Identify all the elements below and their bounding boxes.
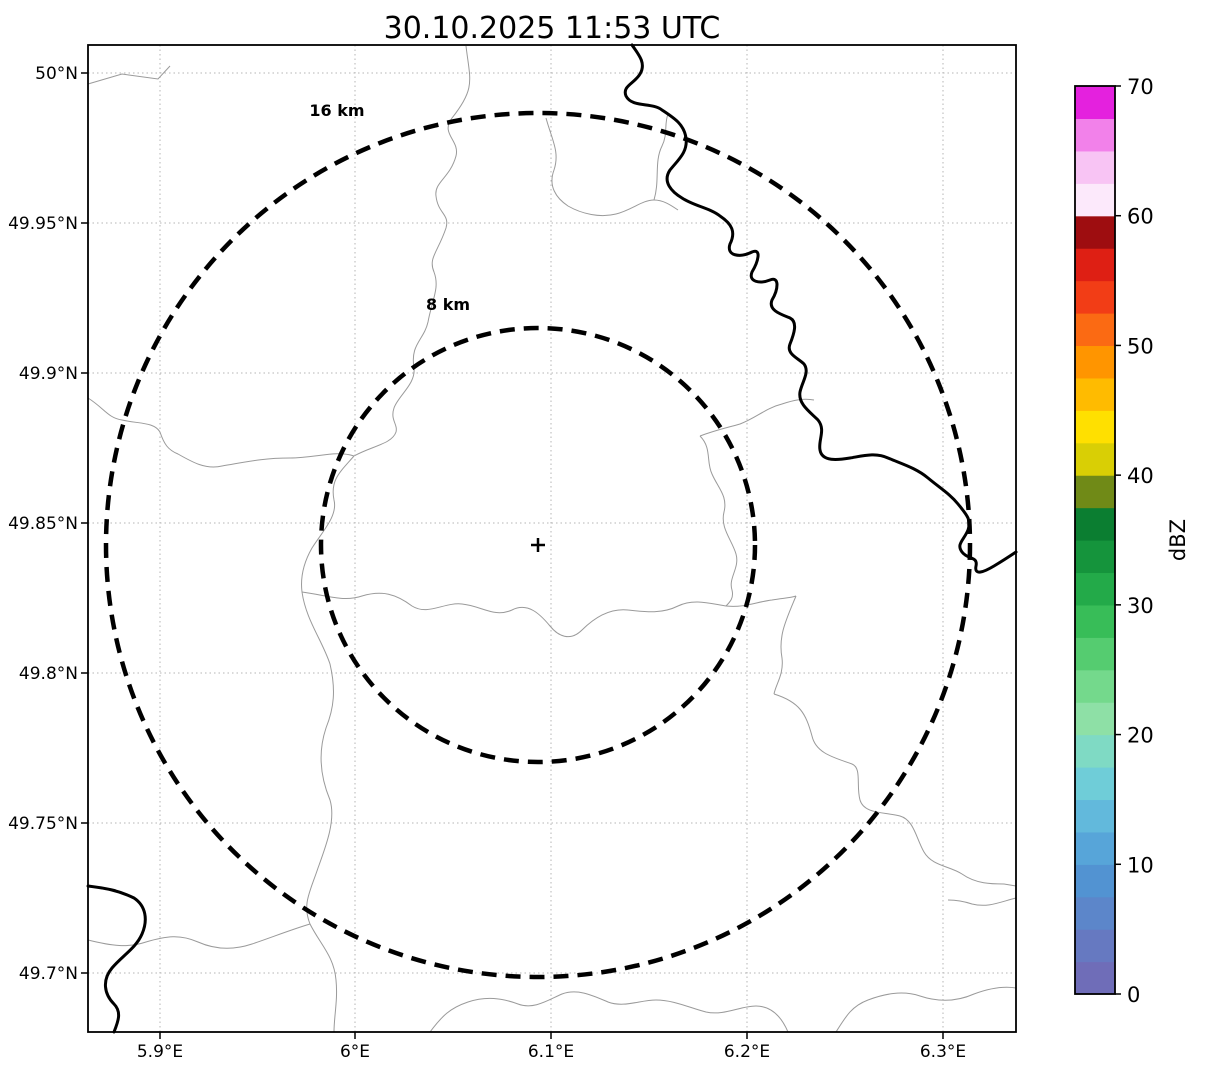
border-line xyxy=(87,65,171,85)
colorbar-segment-2.5-5 xyxy=(1075,929,1115,963)
colorbar-segment-57.5-60 xyxy=(1075,215,1115,249)
colorbar-segment-45-47.5 xyxy=(1075,377,1115,411)
border-line xyxy=(429,991,789,1033)
river-line xyxy=(86,884,147,1034)
colorbar-segments xyxy=(1075,86,1115,995)
border-line xyxy=(301,591,797,638)
colorbar-segment-5-7.5 xyxy=(1075,896,1115,930)
colorbar-segment-35-37.5 xyxy=(1075,507,1115,541)
colorbar-tick-label: 40 xyxy=(1127,464,1154,488)
colorbar-segment-65-67.5 xyxy=(1075,118,1115,152)
gridlines xyxy=(88,45,1016,1032)
lat-tick-label: 49.7°N xyxy=(19,964,78,984)
colorbar-tick-label: 60 xyxy=(1127,205,1154,229)
lat-tick-label: 49.8°N xyxy=(19,664,78,684)
colorbar-tick-label: 0 xyxy=(1127,983,1140,1007)
colorbar-segment-30-32.5 xyxy=(1075,572,1115,606)
colorbar-segment-0-2.5 xyxy=(1075,961,1115,995)
colorbar-axis-label: dBZ xyxy=(1166,519,1190,561)
border-line xyxy=(699,398,815,437)
lon-tick-label: 6.1°E xyxy=(528,1042,574,1062)
colorbar-segment-42.5-45 xyxy=(1075,410,1115,444)
colorbar-segment-17.5-20 xyxy=(1075,734,1115,768)
border-line xyxy=(773,595,797,695)
colorbar-segment-27.5-30 xyxy=(1075,604,1115,638)
colorbar-segment-50-52.5 xyxy=(1075,313,1115,347)
lon-tick-label: 6°E xyxy=(340,1042,370,1062)
colorbar-segment-62.5-65 xyxy=(1075,150,1115,184)
lat-tick-label: 49.75°N xyxy=(8,814,78,834)
colorbar-segment-12.5-15 xyxy=(1075,799,1115,833)
radar-marker xyxy=(531,538,545,552)
colorbar-segment-55-57.5 xyxy=(1075,248,1115,282)
lat-tick-label: 49.85°N xyxy=(8,514,78,534)
colorbar-tick-labels: 70 60 50 40 30 20 10 0 xyxy=(1127,75,1154,1007)
colorbar-segment-52.5-55 xyxy=(1075,280,1115,314)
border-line xyxy=(545,117,679,217)
colorbar-segment-67.5-70 xyxy=(1075,86,1115,120)
colorbar-segment-60-62.5 xyxy=(1075,183,1115,217)
colorbar-segment-25-27.5 xyxy=(1075,637,1115,671)
colorbar-tick-label: 50 xyxy=(1127,334,1154,358)
lat-tick-label: 49.95°N xyxy=(8,214,78,234)
border-line xyxy=(353,45,471,457)
colorbar-segment-32.5-35 xyxy=(1075,540,1115,574)
range-ring-16km xyxy=(103,110,973,980)
range-rings: 16 km 8 km xyxy=(103,101,973,980)
colorbar-segment-37.5-40 xyxy=(1075,475,1115,509)
border-line xyxy=(699,435,738,607)
colorbar-segment-22.5-25 xyxy=(1075,669,1115,703)
border-line xyxy=(87,397,355,468)
border-line xyxy=(835,986,1017,1033)
range-ring-8km xyxy=(318,325,758,765)
colorbar-segment-15-17.5 xyxy=(1075,767,1115,801)
colorbar-tick-label: 10 xyxy=(1127,853,1154,877)
colorbar-segment-7.5-10 xyxy=(1075,864,1115,898)
map-river-lines xyxy=(86,43,1018,1034)
lon-tick-label: 5.9°E xyxy=(137,1042,183,1062)
range-ring-label-8km: 8 km xyxy=(426,295,470,314)
border-line xyxy=(947,897,1017,906)
colorbar-tick-marks xyxy=(1115,85,1121,995)
colorbar-segment-40-42.5 xyxy=(1075,442,1115,476)
map-axes-frame xyxy=(87,44,1017,1033)
border-line xyxy=(773,693,1017,887)
colorbar-tick-label: 30 xyxy=(1127,594,1154,618)
colorbar-segment-10-12.5 xyxy=(1075,831,1115,865)
map-border-lines xyxy=(87,45,1017,1033)
colorbar-segment-47.5-50 xyxy=(1075,345,1115,379)
colorbar-tick-label: 70 xyxy=(1127,75,1154,99)
colorbar-tick-label: 20 xyxy=(1127,724,1154,748)
colorbar: 70 60 50 40 30 20 10 0 dBZ xyxy=(1074,75,1190,1007)
lat-tick-label: 50°N xyxy=(35,64,78,84)
lon-tick-labels: 5.9°E 6°E 6.1°E 6.2°E 6.3°E xyxy=(137,1042,966,1062)
river-line xyxy=(623,43,1018,574)
lat-tick-label: 49.9°N xyxy=(19,364,78,384)
colorbar-segment-20-22.5 xyxy=(1075,702,1115,736)
border-line xyxy=(301,455,355,1033)
border-line xyxy=(653,113,669,201)
colorbar-frame xyxy=(1074,85,1116,995)
lon-tick-label: 6.2°E xyxy=(724,1042,770,1062)
lat-tick-labels: 50°N 49.95°N 49.9°N 49.85°N 49.8°N 49.75… xyxy=(8,64,78,984)
axis-tick-marks xyxy=(81,72,944,1039)
lon-tick-label: 6.3°E xyxy=(920,1042,966,1062)
border-line xyxy=(87,923,311,949)
plot-title: 30.10.2025 11:53 UTC xyxy=(384,11,721,46)
range-ring-label-16km: 16 km xyxy=(309,101,364,120)
